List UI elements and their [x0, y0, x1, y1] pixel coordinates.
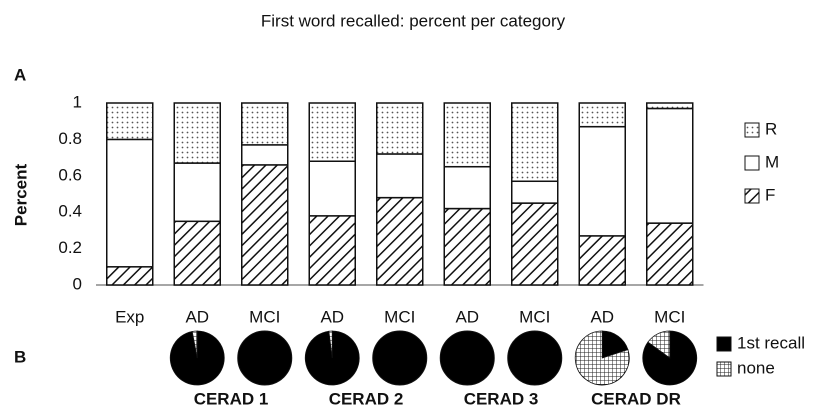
group-label: CERAD 2 — [329, 389, 404, 408]
bar-segment — [376, 102, 424, 155]
x-tick-label: MCI — [519, 307, 550, 326]
bar-segment — [646, 102, 694, 110]
pie-slice — [237, 330, 293, 386]
x-tick-label: Exp — [115, 307, 144, 326]
bar-segment — [443, 207, 491, 286]
legend-swatch — [744, 155, 760, 171]
bar-segment — [511, 180, 559, 204]
x-tick-label: AD — [320, 307, 344, 326]
y-axis-label: Percent — [11, 163, 30, 226]
y-tick-label: 0 — [73, 274, 82, 293]
legend-label: none — [737, 358, 775, 377]
bar-segment — [106, 266, 154, 286]
panel-label: B — [14, 347, 26, 366]
pie-slice — [507, 330, 563, 386]
group-label: CERAD 3 — [464, 389, 539, 408]
bar-segment — [308, 160, 356, 217]
bar-segment — [376, 196, 424, 286]
legend-swatch — [716, 336, 732, 352]
bar-segment — [578, 235, 626, 286]
legend-label: 1st recall — [737, 333, 805, 352]
legend-label: F — [765, 185, 775, 204]
bar-segment — [106, 138, 154, 268]
pie-slice — [328, 330, 333, 359]
x-tick-label: MCI — [384, 307, 415, 326]
x-tick-label: MCI — [654, 307, 685, 326]
bar-segment — [578, 102, 626, 128]
pie-slice — [191, 330, 198, 359]
bar-segment — [106, 102, 154, 141]
bar-segment — [646, 107, 694, 224]
bar-segment — [376, 153, 424, 199]
bar-segment — [241, 164, 289, 286]
bar-segment — [173, 162, 221, 223]
pie-slice — [574, 330, 630, 386]
x-tick-label: AD — [455, 307, 479, 326]
y-tick-label: 0.6 — [58, 165, 82, 184]
bar-segment — [173, 102, 221, 164]
bar-segment — [578, 125, 626, 237]
bar-segment — [173, 220, 221, 286]
panel-label: A — [14, 65, 26, 84]
y-tick-label: 0.4 — [58, 202, 82, 221]
x-tick-label: MCI — [249, 307, 280, 326]
pie-slice — [439, 330, 495, 386]
y-tick-label: 0.2 — [58, 238, 82, 257]
pie-slice — [372, 330, 428, 386]
legend-swatch — [744, 122, 760, 138]
bar-segment — [443, 102, 491, 168]
bar-segment — [241, 102, 289, 146]
y-tick-label: 1 — [73, 92, 82, 111]
x-tick-label: AD — [590, 307, 614, 326]
legend-label: R — [765, 119, 777, 138]
group-label: CERAD 1 — [194, 389, 269, 408]
bar-segment — [241, 144, 289, 166]
bar-segment — [646, 222, 694, 286]
bar-segment — [308, 102, 356, 162]
legend-label: M — [765, 152, 779, 171]
legend-swatch — [716, 361, 732, 377]
y-tick-label: 0.8 — [58, 129, 82, 148]
chart-title: First word recalled: percent per categor… — [261, 11, 566, 30]
pie-slice — [647, 330, 671, 359]
bar-segment — [511, 102, 559, 183]
legend-swatch — [744, 188, 760, 204]
group-label: CERAD DR — [591, 389, 681, 408]
bar-segment — [511, 202, 559, 286]
x-tick-label: AD — [185, 307, 209, 326]
bar-segment — [308, 215, 356, 286]
bar-segment — [443, 165, 491, 210]
